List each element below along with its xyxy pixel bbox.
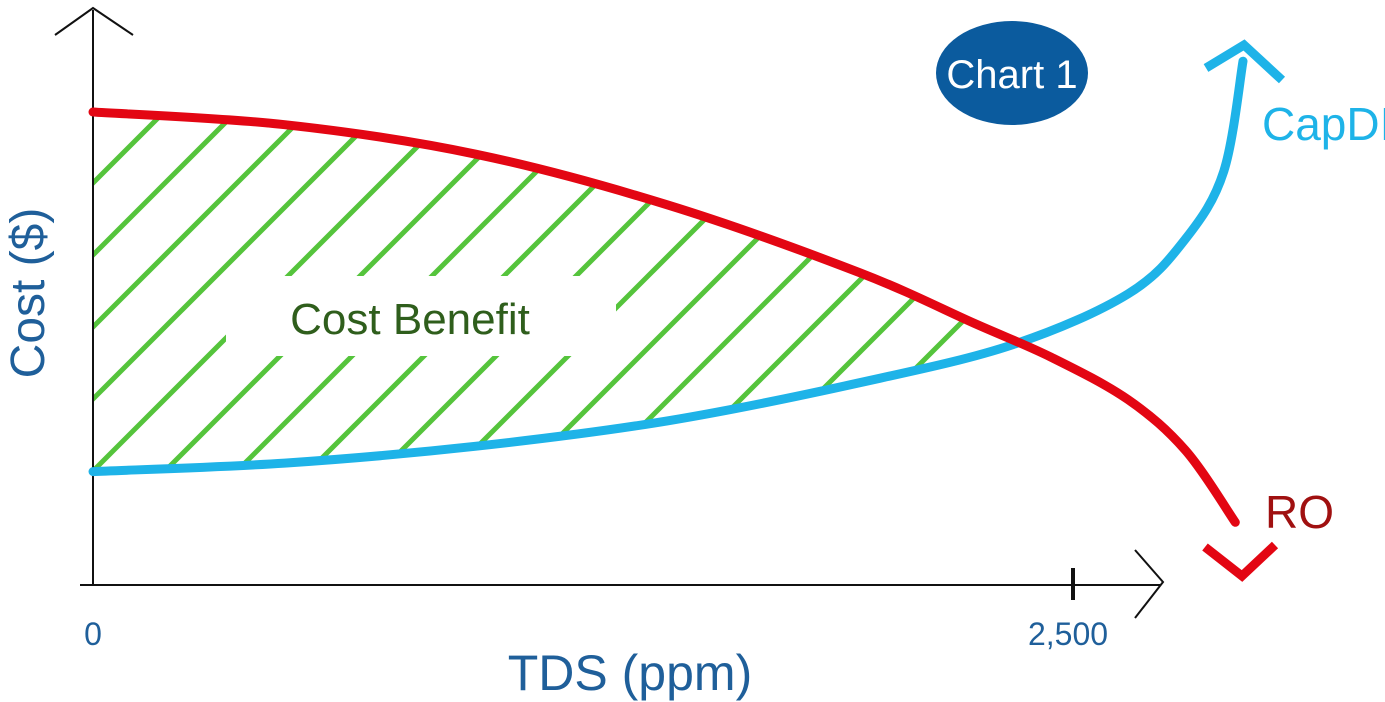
hatch-line bbox=[1372, 100, 1385, 560]
x-axis-arrow bbox=[1134, 549, 1165, 619]
hatch-line bbox=[722, 112, 1013, 472]
series-line-capdi bbox=[88, 56, 1248, 477]
cost-benefit-label-bg bbox=[226, 276, 616, 356]
capdi-arrowhead bbox=[1203, 39, 1286, 84]
hatch-line bbox=[1084, 100, 1385, 560]
hatch-line bbox=[93, 112, 322, 472]
hatch-line bbox=[93, 112, 178, 472]
hatch-line bbox=[578, 112, 1013, 472]
series-label-capdi: CapDI bbox=[1262, 98, 1385, 150]
x-tick-label-2500: 2,500 bbox=[1028, 616, 1108, 652]
series-line-ro bbox=[88, 107, 1240, 527]
hatch-line bbox=[93, 112, 250, 472]
cost-benefit-hatch bbox=[93, 100, 1385, 560]
ro-arrowhead bbox=[1202, 541, 1279, 582]
hatch-line bbox=[794, 112, 1013, 472]
x-axis-label: TDS (ppm) bbox=[508, 645, 752, 701]
hatch-line bbox=[93, 112, 394, 472]
y-axis-label: Cost ($) bbox=[2, 208, 55, 379]
chart-badge-label: Chart 1 bbox=[946, 53, 1077, 97]
chart-badge bbox=[936, 21, 1088, 125]
hatch-line bbox=[650, 112, 1013, 472]
y-axis-arrow bbox=[54, 6, 134, 36]
cost-benefit-label: Cost Benefit bbox=[290, 295, 530, 344]
hatch-line bbox=[866, 112, 1013, 472]
x-tick-label-0: 0 bbox=[84, 616, 102, 652]
series-label-ro: RO bbox=[1265, 486, 1334, 538]
